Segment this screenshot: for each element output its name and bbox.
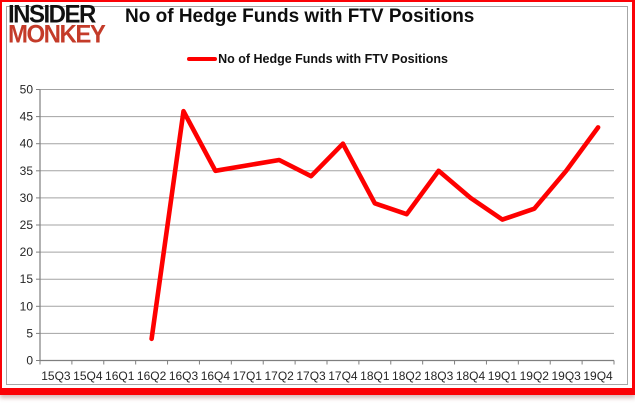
logo-text-insider: INSIDER [8,0,96,29]
x-axis-tick-label: 19Q3 [551,369,581,383]
chart-area-border [6,6,628,385]
logo-text-monkey: MONKEY [8,20,106,49]
x-axis-tick-label: 19Q4 [583,369,613,383]
y-axis-tick-label: 50 [20,83,34,97]
y-axis-tick-label: 45 [20,110,34,124]
x-axis-tick-label: 17Q2 [264,369,294,383]
x-axis-tick-label: 16Q4 [201,369,231,383]
y-axis-tick-label: 5 [26,326,33,340]
chart-title: No of Hedge Funds with FTV Positions [125,6,475,27]
legend-label: No of Hedge Funds with FTV Positions [218,52,448,66]
x-axis-tick-label: 15Q4 [73,369,103,383]
x-axis-tick-label: 18Q4 [456,369,486,383]
x-axis-tick-label: 16Q3 [169,369,199,383]
legend-line-swatch [187,57,218,61]
x-axis-tick-label: 17Q3 [296,369,326,383]
x-axis-tick-label: 18Q2 [392,369,422,383]
x-axis-tick-label: 15Q3 [41,369,71,383]
x-axis-tick-label: 18Q3 [424,369,454,383]
data-series-line [149,108,601,342]
x-axis-tick-label: 17Q1 [233,369,263,383]
y-axis-tick-label: 20 [20,245,34,259]
y-axis-tick-label: 0 [26,354,33,368]
y-axis-tick-label: 40 [20,137,34,151]
y-axis-tick-label: 10 [20,299,34,313]
legend: No of Hedge Funds with FTV Positions [0,52,635,66]
x-axis-tick-label: 19Q2 [520,369,550,383]
x-axis-tick-label: 18Q1 [360,369,390,383]
y-axis-tick-label: 15 [20,272,34,286]
y-axis-tick-label: 25 [20,218,34,232]
x-axis-tick-label: 16Q2 [137,369,167,383]
y-axis-tick-label: 35 [20,164,34,178]
x-axis-tick-label: 17Q4 [328,369,358,383]
x-axis-tick-label: 16Q1 [105,369,135,383]
x-axis-tick-label: 19Q1 [488,369,518,383]
insider-monkey-logo: INSIDER MONKEY [8,0,106,49]
y-axis-tick-label: 30 [20,191,34,205]
